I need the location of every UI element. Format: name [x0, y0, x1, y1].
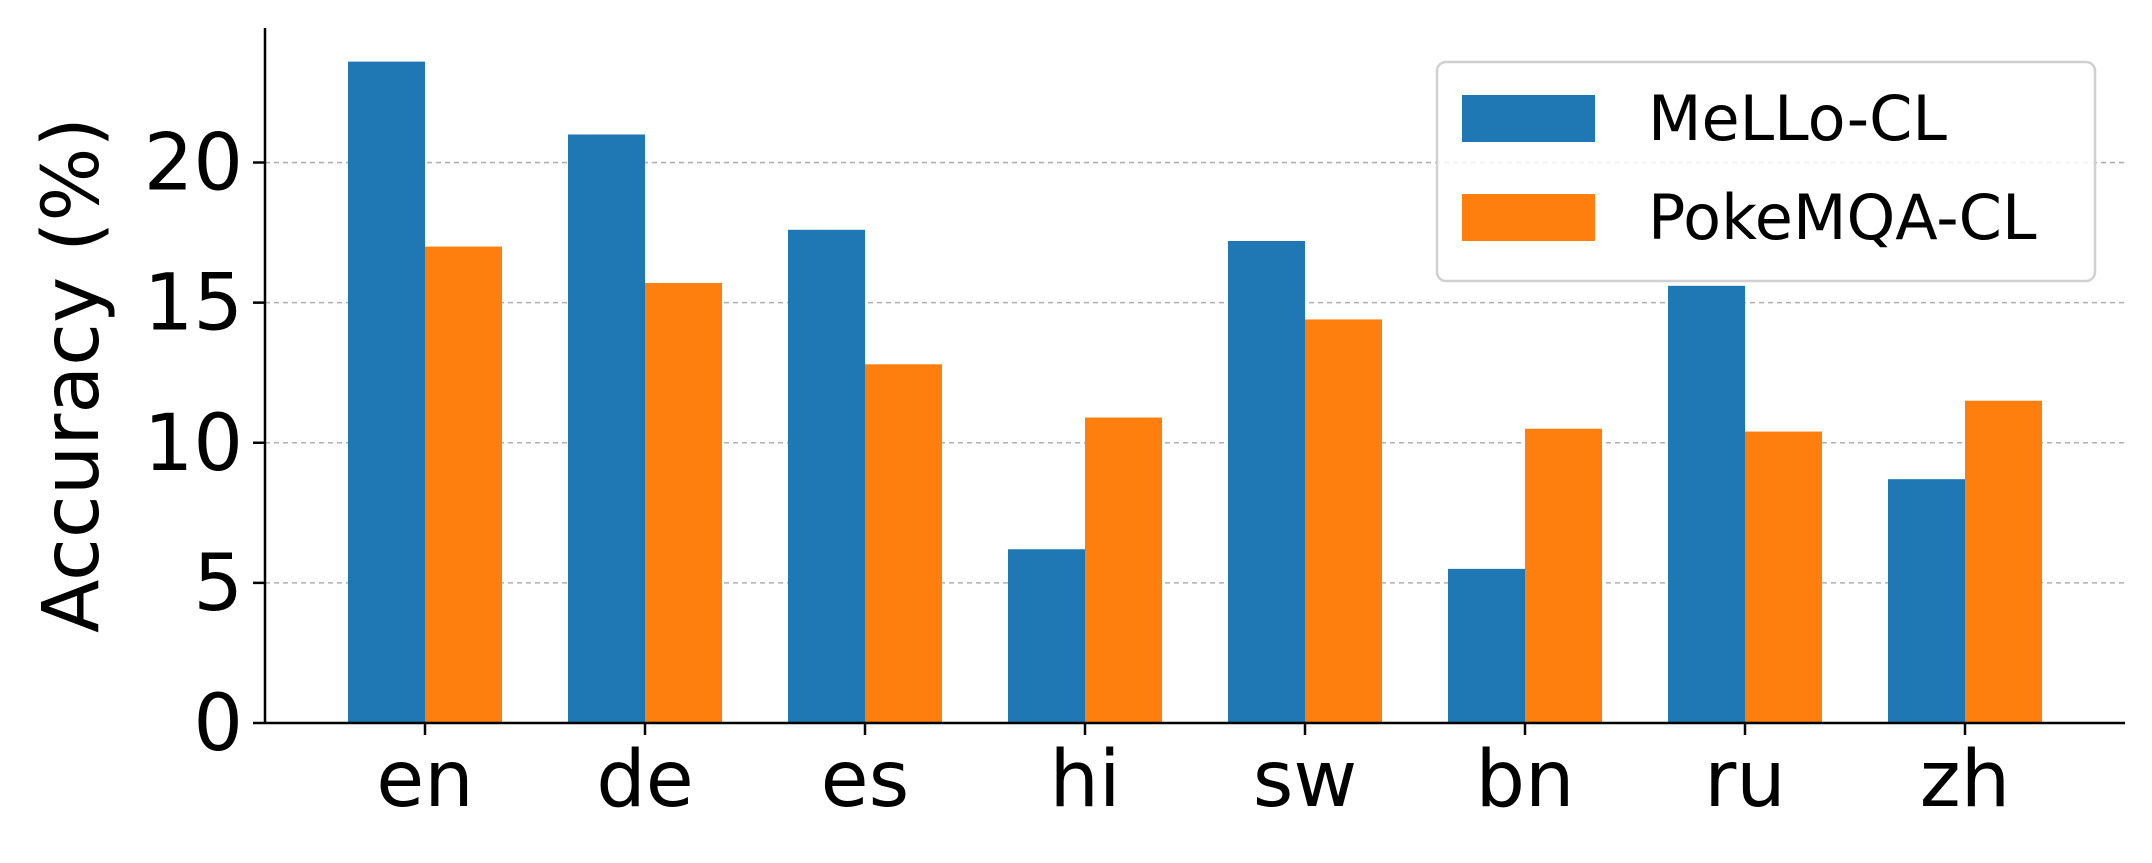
bar-pokemqa-cl-ru	[1745, 431, 1822, 723]
legend-swatch	[1462, 95, 1595, 142]
x-tick-label: zh	[1920, 735, 2010, 825]
legend-label: PokeMQA-CL	[1648, 181, 2037, 254]
bar-mello-cl-de	[568, 134, 645, 723]
bar-mello-cl-sw	[1228, 240, 1305, 723]
x-tick-labels: en de es hi sw bn ru zh	[376, 735, 2010, 825]
legend-frame	[1435, 60, 2097, 283]
bar-pokemqa-cl-en	[425, 246, 502, 723]
x-tick-label: en	[376, 735, 473, 825]
x-tick-label: sw	[1253, 735, 1357, 825]
y-tick-label: 5	[193, 539, 243, 629]
bar-mello-cl-ru	[1668, 285, 1745, 723]
bar-pokemqa-cl-es	[865, 364, 942, 723]
legend-label: MeLLo-CL	[1648, 82, 1947, 155]
legend-swatch	[1462, 194, 1595, 241]
x-tick-label: bn	[1476, 735, 1575, 825]
bar-mello-cl-en	[348, 61, 425, 724]
bar-mello-cl-bn	[1448, 568, 1525, 723]
bar-pokemqa-cl-de	[645, 283, 722, 723]
y-tick-label: 20	[144, 119, 243, 209]
x-tick-label: ru	[1704, 735, 1786, 825]
bar-mello-cl-zh	[1888, 479, 1965, 723]
x-tick-label: de	[596, 735, 694, 825]
bar-pokemqa-cl-zh	[1965, 400, 2042, 723]
x-tick-label: hi	[1049, 735, 1120, 825]
y-tick-label: 0	[193, 679, 243, 769]
y-tick-label: 10	[144, 399, 243, 489]
bar-pokemqa-cl-hi	[1085, 417, 1162, 723]
bar-pokemqa-cl-sw	[1305, 319, 1382, 723]
bar-mello-cl-hi	[1008, 549, 1085, 723]
y-tick-labels: 0 5 10 15 20	[144, 119, 243, 769]
bars	[348, 61, 2042, 724]
y-tick-label: 15	[144, 259, 243, 349]
axes	[253, 28, 2125, 735]
bar-mello-cl-es	[788, 229, 865, 723]
y-axis-label: Accuracy (%)	[27, 117, 117, 633]
legend: MeLLo-CL PokeMQA-CL	[1435, 60, 2097, 283]
x-tick-label: es	[821, 735, 910, 825]
bar-pokemqa-cl-bn	[1525, 428, 1602, 723]
